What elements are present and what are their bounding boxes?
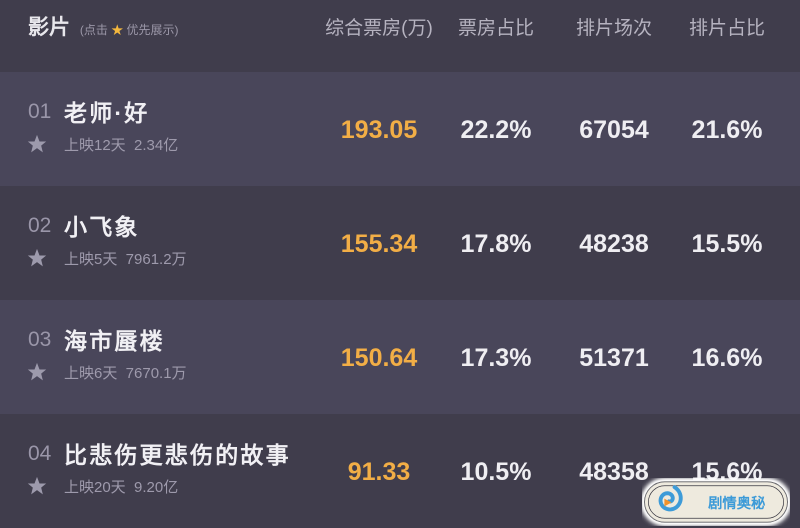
svg-text:剧情奥秘: 剧情奥秘 xyxy=(708,494,766,512)
